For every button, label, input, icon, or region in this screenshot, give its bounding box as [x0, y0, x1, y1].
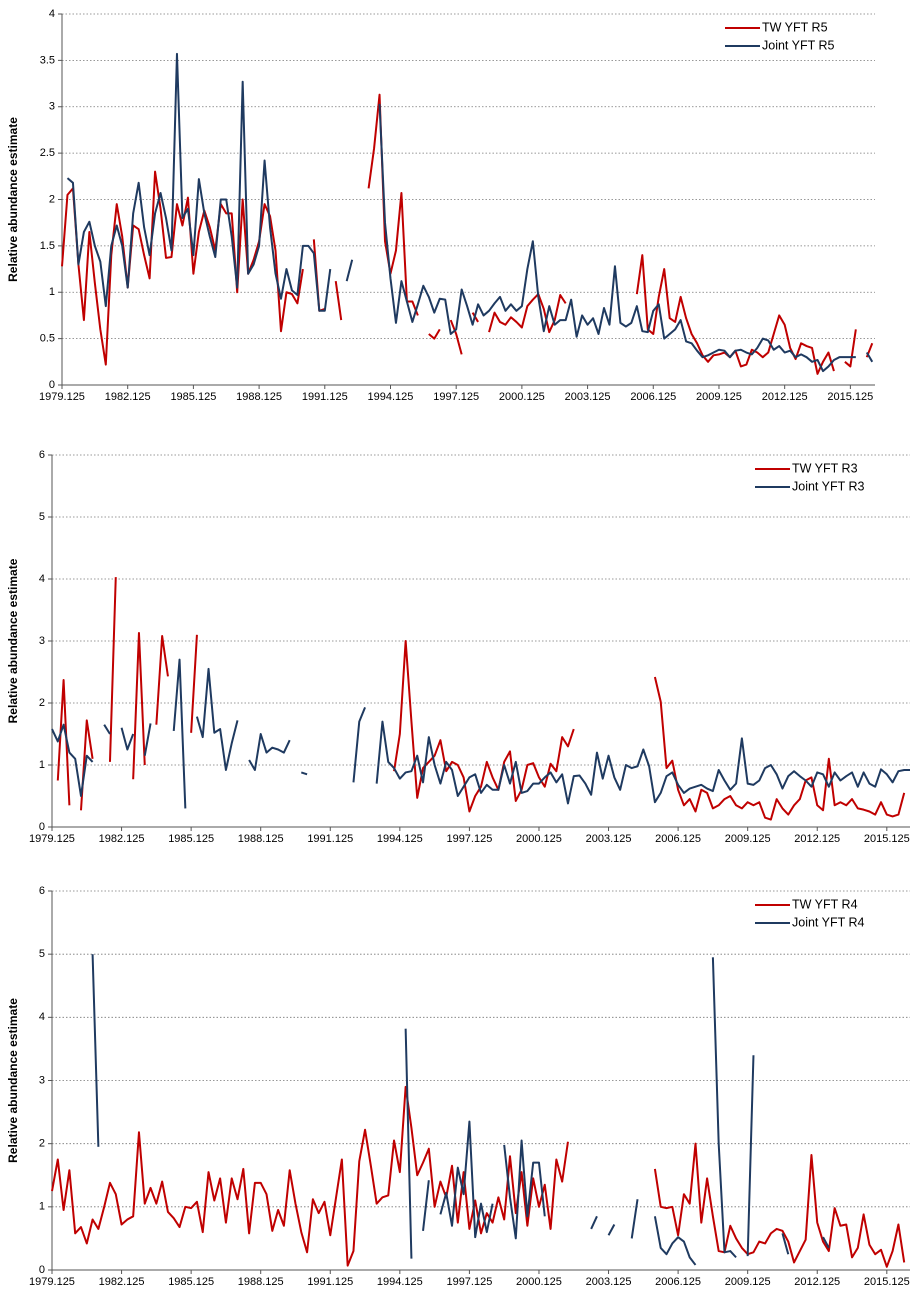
y-tick-label: 2: [49, 193, 55, 205]
legend-label: TW YFT R5: [762, 20, 828, 34]
legend-label: TW YFT R4: [792, 897, 858, 911]
x-tick-label: 1988.125: [238, 833, 284, 845]
x-tick-label: 1994.125: [368, 391, 414, 403]
legend-label: Joint YFT R5: [762, 38, 835, 52]
x-tick-label: 2000.125: [516, 1276, 562, 1287]
x-tick-label: 2003.125: [565, 391, 611, 403]
y-axis-label: Relative abundance estimate: [6, 117, 20, 282]
y-tick-label: 0.5: [40, 333, 55, 345]
data-line: [56, 577, 906, 821]
y-tick-label: 2.5: [40, 147, 55, 159]
y-tick-label: 4: [49, 8, 55, 20]
data-line: [51, 658, 910, 809]
y-tick-label: 2: [39, 697, 45, 709]
data-line: [91, 954, 830, 1266]
x-tick-label: 2006.125: [630, 391, 676, 403]
x-tick-label: 2006.125: [655, 1276, 701, 1287]
x-tick-label: 2009.125: [725, 1276, 771, 1287]
x-tick-label: 1991.125: [307, 833, 353, 845]
x-tick-label: 2009.125: [725, 833, 771, 845]
data-line: [51, 1085, 906, 1268]
y-tick-label: 3: [39, 635, 45, 647]
y-tick-label: 0: [39, 821, 45, 833]
x-tick-label: 2003.125: [586, 1276, 632, 1287]
x-tick-label: 1997.125: [433, 391, 479, 403]
y-tick-label: 0: [39, 1264, 45, 1276]
x-tick-label: 1997.125: [446, 833, 492, 845]
x-tick-label: 1997.125: [446, 1276, 492, 1287]
chart-panel: 0 0.5 1 1.5 2 2.5 3 3.5 4 1979.125 1982.125 1985.12…: [6, 8, 875, 403]
x-tick-label: 1982.125: [99, 833, 145, 845]
legend-label: Joint YFT R4: [792, 915, 865, 929]
y-axis-label: Relative abundance estimate: [6, 558, 20, 723]
x-tick-label: 1988.125: [236, 391, 282, 403]
x-tick-label: 1979.125: [29, 833, 75, 845]
x-tick-label: 1991.125: [307, 1276, 353, 1287]
chart-panel: 0 1 2 3 4 5 6 1979.125 1982.125 1985.125 1988.125 1…: [6, 449, 910, 845]
x-tick-label: 1994.125: [377, 1276, 423, 1287]
y-tick-label: 4: [39, 1011, 45, 1023]
chart-panel: 0 1 2 3 4 5 6 1979.125 1982.125 1985.125 1988.125 1…: [6, 885, 910, 1288]
x-tick-label: 1979.125: [39, 391, 85, 403]
y-tick-label: 0: [49, 379, 55, 391]
x-tick-label: 1985.125: [168, 833, 214, 845]
x-tick-label: 2009.125: [696, 391, 742, 403]
x-tick-label: 2015.125: [827, 391, 873, 403]
x-tick-label: 2012.125: [762, 391, 808, 403]
x-tick-label: 2000.125: [516, 833, 562, 845]
x-tick-label: 1985.125: [168, 1276, 214, 1287]
y-tick-label: 6: [39, 449, 45, 461]
x-tick-label: 2003.125: [586, 833, 632, 845]
y-tick-label: 6: [39, 885, 45, 897]
x-tick-label: 1982.125: [99, 1276, 145, 1287]
y-tick-label: 4: [39, 573, 45, 585]
legend-label: Joint YFT R3: [792, 479, 865, 493]
x-tick-label: 2012.125: [794, 833, 840, 845]
y-tick-label: 1: [39, 759, 45, 771]
x-tick-label: 1979.125: [29, 1276, 75, 1287]
y-tick-label: 3: [39, 1074, 45, 1086]
y-tick-label: 1: [49, 286, 55, 298]
x-tick-label: 1982.125: [105, 391, 151, 403]
y-tick-label: 1: [39, 1201, 45, 1213]
x-tick-label: 1988.125: [238, 1276, 284, 1287]
x-tick-label: 2015.125: [864, 833, 910, 845]
y-tick-label: 3.5: [40, 54, 55, 66]
y-tick-label: 5: [39, 511, 45, 523]
x-tick-label: 2015.125: [864, 1276, 910, 1287]
x-tick-label: 1991.125: [302, 391, 348, 403]
y-tick-label: 2: [39, 1138, 45, 1150]
y-axis-label: Relative abundance estimate: [6, 998, 20, 1163]
x-tick-label: 2006.125: [655, 833, 701, 845]
data-line: [66, 52, 874, 373]
x-tick-label: 2000.125: [499, 391, 545, 403]
legend-label: TW YFT R3: [792, 461, 858, 475]
y-tick-label: 5: [39, 948, 45, 960]
y-tick-label: 1.5: [40, 240, 55, 252]
x-tick-label: 1985.125: [170, 391, 216, 403]
x-tick-label: 1994.125: [377, 833, 423, 845]
x-tick-label: 2012.125: [794, 1276, 840, 1287]
y-tick-label: 3: [49, 101, 55, 113]
data-line: [61, 93, 874, 375]
